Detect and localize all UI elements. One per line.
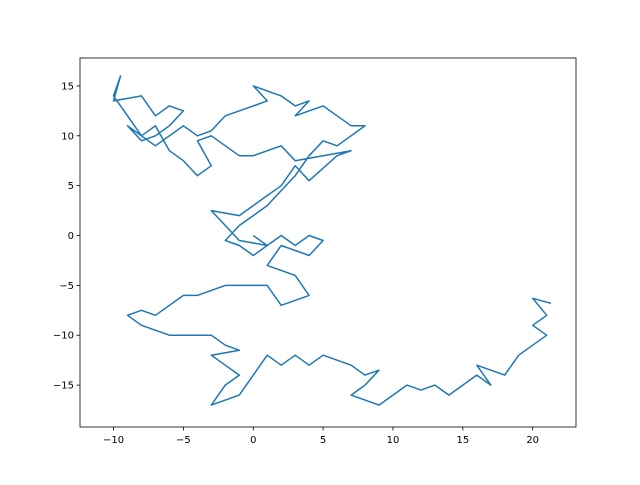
- x-tick-label: 15: [456, 435, 469, 446]
- x-tick-label: −5: [176, 435, 191, 446]
- y-tick-label: 5: [68, 181, 74, 192]
- y-tick-label: 10: [61, 131, 74, 142]
- y-tick-label: −10: [53, 331, 74, 342]
- y-tick-label: −5: [59, 281, 74, 292]
- x-tick-label: 10: [387, 435, 400, 446]
- y-tick-label: 0: [68, 231, 74, 242]
- x-tick-label: 5: [320, 435, 326, 446]
- y-tick-label: −15: [53, 381, 74, 392]
- series-line: [112, 75, 552, 406]
- axes-frame: [79, 57, 577, 428]
- x-tick-label: 0: [250, 435, 256, 446]
- y-tick-label: 15: [61, 81, 74, 92]
- x-tick-label: −10: [103, 435, 124, 446]
- x-tick-label: 20: [526, 435, 539, 446]
